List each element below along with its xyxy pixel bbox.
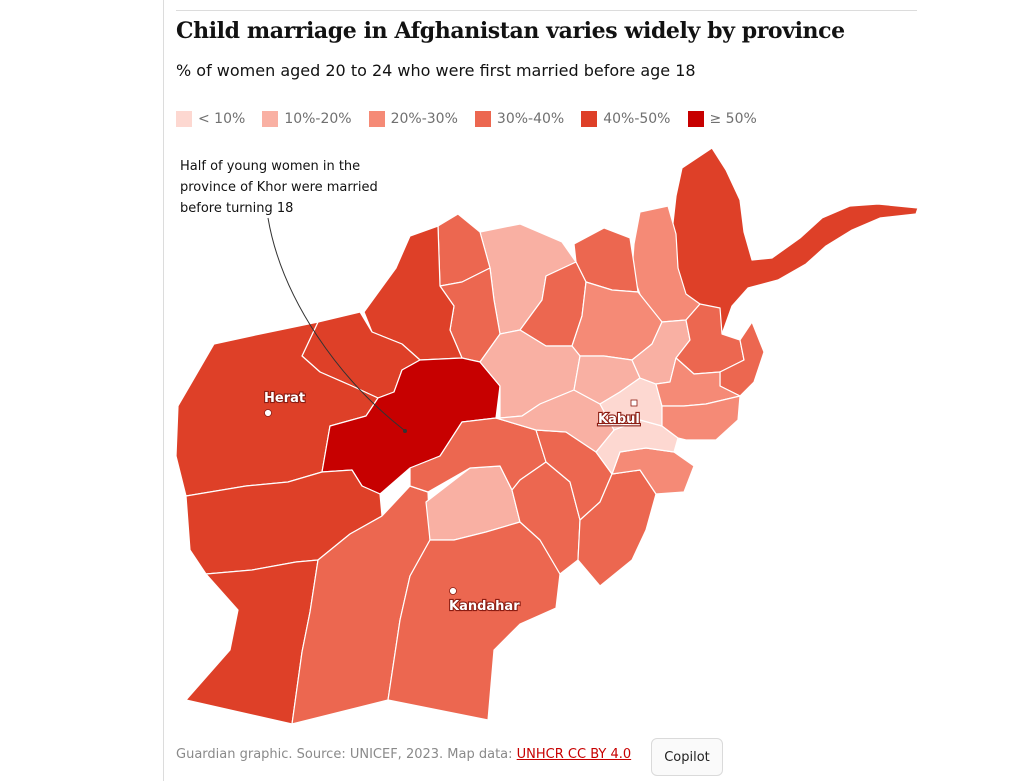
city-kandahar: Kandahar bbox=[448, 587, 521, 615]
map-data-license-link[interactable]: UNHCR CC BY 4.0 bbox=[516, 747, 632, 762]
legend-swatch-10-20 bbox=[262, 111, 279, 127]
chart-title: Child marriage in Afghanistan varies wid… bbox=[176, 18, 845, 44]
legend-label-30-40: 30%-40% bbox=[496, 111, 565, 127]
legend-swatch-30-40 bbox=[474, 111, 491, 127]
top-divider bbox=[176, 10, 917, 11]
legend-item-30-40: 30%-40% bbox=[474, 111, 565, 127]
city-herat: Herat bbox=[263, 390, 306, 417]
source-text: Guardian graphic. Source: UNICEF, 2023. … bbox=[176, 747, 517, 762]
legend-item-10-20: 10%-20% bbox=[262, 111, 352, 127]
legend-item-under-10: < 10% bbox=[176, 111, 245, 127]
annotation-leader-line bbox=[267, 217, 405, 431]
province-kandahar bbox=[387, 521, 561, 721]
kabul-marker bbox=[630, 399, 638, 407]
khor-annotation: Half of young women in the province of K… bbox=[180, 159, 378, 216]
legend-label-10-20: 10%-20% bbox=[284, 111, 352, 127]
legend-label-over-50: ≥ 50% bbox=[709, 111, 757, 127]
legend-label-40-50: 40%-50% bbox=[603, 111, 671, 127]
legend-item-40-50: 40%-50% bbox=[581, 111, 671, 127]
herat-marker bbox=[264, 409, 272, 417]
left-divider bbox=[163, 0, 164, 781]
legend: < 10% 10%-20% 20%-30% 30%-40% 40%-50% ≥ … bbox=[176, 111, 757, 127]
legend-label-under-10: < 10% bbox=[198, 111, 246, 127]
legend-item-over-50: ≥ 50% bbox=[687, 111, 757, 127]
herat-label: Herat bbox=[264, 391, 305, 406]
kandahar-label: Kandahar bbox=[449, 599, 520, 614]
legend-swatch-40-50 bbox=[581, 111, 598, 127]
legend-swatch-under-10 bbox=[176, 111, 192, 127]
legend-label-20-30: 20%-30% bbox=[390, 111, 458, 127]
city-kabul: Kabul bbox=[597, 399, 641, 428]
chart-subtitle: % of women aged 20 to 24 who were first … bbox=[176, 61, 696, 80]
annotation-endpoint bbox=[403, 429, 407, 433]
kabul-label: Kabul bbox=[598, 412, 640, 427]
legend-swatch-20-30 bbox=[368, 111, 385, 127]
legend-item-20-30: 20%-30% bbox=[368, 111, 458, 127]
source-footer: Guardian graphic. Source: UNICEF, 2023. … bbox=[176, 747, 631, 762]
legend-swatch-over-50 bbox=[687, 111, 704, 127]
kandahar-marker bbox=[449, 587, 457, 595]
province-paktika bbox=[577, 469, 657, 587]
province-nangarhar bbox=[661, 395, 741, 441]
copilot-button[interactable]: Copilot bbox=[651, 738, 723, 776]
